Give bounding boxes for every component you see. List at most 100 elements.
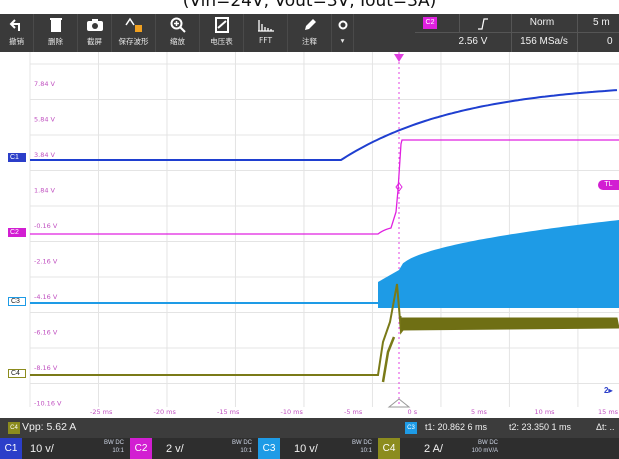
horizontal-offset[interactable]: 0 <box>607 36 613 47</box>
annotate-button[interactable]: 注释 <box>288 14 332 52</box>
c2-waveform <box>30 139 619 235</box>
save-waveform-label: 保存波形 <box>118 37 149 46</box>
c3-marker[interactable]: C3 <box>8 297 26 306</box>
voltmeter-icon <box>211 14 233 36</box>
channel-bar: C1 10 v/ BW DC 10:1 C2 2 v/ BW DC 10:1 C3 … <box>0 438 619 459</box>
time-tick-label: -20 ms <box>154 408 177 416</box>
channel-c1-tag: C1 <box>0 438 22 459</box>
channel-c2-probe: 10:1 <box>240 448 252 454</box>
pencil-icon <box>299 14 321 36</box>
chevron-down-icon: ▾ <box>340 36 345 45</box>
fft-label: FFT <box>258 36 273 45</box>
voltage-tick-label: -10.16 V <box>34 400 62 408</box>
time-tick-label: -10 ms <box>281 408 304 416</box>
time-tick-label: -25 ms <box>90 408 113 416</box>
screenshot-button[interactable]: 截屏 <box>78 14 112 52</box>
timebase-value[interactable]: 5 m <box>593 17 610 28</box>
channel-c1-coupling: BW DC 10:1 <box>104 439 124 455</box>
trigger-mode[interactable]: Norm <box>529 17 555 28</box>
c1-marker[interactable]: C1 <box>8 153 26 162</box>
channel-c2-scale: 2 v/ <box>166 442 184 455</box>
voltage-tick-label: -6.16 V <box>34 329 58 337</box>
trigger-delay-icon <box>387 398 411 408</box>
c4-marker[interactable]: C4 <box>8 369 26 378</box>
fft-button[interactable]: FFT <box>244 14 288 52</box>
cursor-channel-badge: C3 <box>405 422 417 434</box>
delete-label: 删除 <box>48 37 63 46</box>
zoom-button[interactable]: 缩放 <box>156 14 200 52</box>
channel-c3[interactable]: C3 10 v/ BW DC 10:1 <box>258 438 378 459</box>
c4-waveform-band <box>400 316 619 331</box>
channel-c4[interactable]: C4 2 A/ BW DC 100 mV/A <box>378 438 504 459</box>
time-tick-label: -15 ms <box>217 408 240 416</box>
voltage-tick-label: -2.16 V <box>34 258 58 266</box>
screenshot-label: 截屏 <box>87 37 102 46</box>
channel-c1-coupling-text: BW DC <box>104 440 124 446</box>
voltage-tick-label: 1.84 V <box>34 187 56 195</box>
voltage-tick-label: 7.84 V <box>34 80 56 88</box>
figure-caption: (Vin=24V, Vout=3V, Iout=3A) <box>0 0 619 14</box>
voltage-tick-label: -4.16 V <box>34 293 58 301</box>
rising-edge-icon[interactable] <box>477 16 489 30</box>
time-tick-label: 0 s <box>408 408 418 416</box>
channel-c3-scale: 10 v/ <box>294 442 318 455</box>
channel-c1[interactable]: C1 10 v/ BW DC 10:1 <box>0 438 130 459</box>
measurement-vpp[interactable]: Vpp: 5.62 A <box>22 421 77 433</box>
channel-c4-coupling: BW DC 100 mV/A <box>472 439 498 455</box>
channel-c1-probe: 10:1 <box>112 448 124 454</box>
fft-icon <box>255 14 277 36</box>
channel-c3-coupling-text: BW DC <box>352 440 372 446</box>
undo-button[interactable]: 撤销 <box>0 14 34 52</box>
channel-c2-coupling-text: BW DC <box>232 440 252 446</box>
channel-c4-tag: C4 <box>378 438 400 459</box>
undo-label: 撤销 <box>9 37 24 46</box>
trigger-panel: C2 Norm 5 m 2.56 V 156 MSa/s 0 <box>415 14 619 52</box>
trigger-level[interactable]: 2.56 V <box>458 36 488 47</box>
trash-icon <box>45 14 67 36</box>
channel-c3-tag: C3 <box>258 438 280 459</box>
undo-icon <box>6 14 28 36</box>
offscreen-indicator: 2▸ <box>604 386 613 395</box>
voltage-tick-label: 3.84 V <box>34 151 56 159</box>
channel-c4-coupling-text: BW DC <box>478 440 498 446</box>
channel-c4-probe: 100 mV/A <box>471 448 498 454</box>
menu-toggle-button[interactable]: ▾ <box>332 14 354 52</box>
trigger-level-marker[interactable]: TL <box>598 180 619 190</box>
zoom-icon <box>167 14 189 36</box>
sample-rate: 156 MSa/s <box>520 36 568 47</box>
channel-c2-coupling: BW DC 10:1 <box>232 439 252 455</box>
c2-marker[interactable]: C2 <box>8 228 26 237</box>
trigger-position-icon <box>394 54 404 62</box>
caption-text: (Vin=24V, Vout=3V, Iout=3A) <box>182 0 437 11</box>
measurement-bar: C4 Vpp: 5.62 A C3 t1: 20.862 6 ms t2: 23… <box>0 418 619 438</box>
voltage-tick-label: -0.16 V <box>34 222 58 230</box>
save-waveform-icon <box>123 14 145 36</box>
voltmeter-button[interactable]: 电压表 <box>200 14 244 52</box>
time-tick-label: -5 ms <box>344 408 363 416</box>
measurement-channel-badge: C4 <box>8 422 20 434</box>
channel-c1-scale: 10 v/ <box>30 442 54 455</box>
zoom-label: 缩放 <box>170 37 185 46</box>
delete-button[interactable]: 删除 <box>34 14 78 52</box>
annotate-label: 注释 <box>302 37 317 46</box>
channel-c3-coupling: BW DC 10:1 <box>352 439 372 455</box>
waveform-display[interactable]: 7.84 V 5.84 V 3.84 V 1.84 V -0.16 V -2.16 V -4… <box>0 52 619 418</box>
channel-bar-filler <box>504 438 619 459</box>
trigger-source-badge[interactable]: C2 <box>423 17 437 29</box>
cursor-t2[interactable]: t2: 23.350 1 ms <box>509 422 572 432</box>
offscreen-indicator-text: 2 <box>604 386 609 395</box>
time-tick-label: 15 ms <box>598 408 619 416</box>
time-tick-label: 5 ms <box>471 408 488 416</box>
c4-waveform-edge <box>30 283 411 376</box>
channel-c2[interactable]: C2 2 v/ BW DC 10:1 <box>130 438 258 459</box>
cursor-delta-t[interactable]: Δt: .. <box>596 422 615 432</box>
cursor-t1[interactable]: t1: 20.862 6 ms <box>425 422 488 432</box>
time-tick-label: 10 ms <box>535 408 556 416</box>
waveform-plot: 7.84 V 5.84 V 3.84 V 1.84 V -0.16 V -2.16 V -4… <box>29 52 619 416</box>
voltmeter-label: 电压表 <box>210 37 233 46</box>
save-waveform-button[interactable]: 保存波形 <box>112 14 156 52</box>
c1-waveform <box>30 89 618 161</box>
camera-icon <box>84 14 106 36</box>
trigger-point-icon <box>395 182 403 192</box>
voltage-tick-label: 5.84 V <box>34 116 56 124</box>
